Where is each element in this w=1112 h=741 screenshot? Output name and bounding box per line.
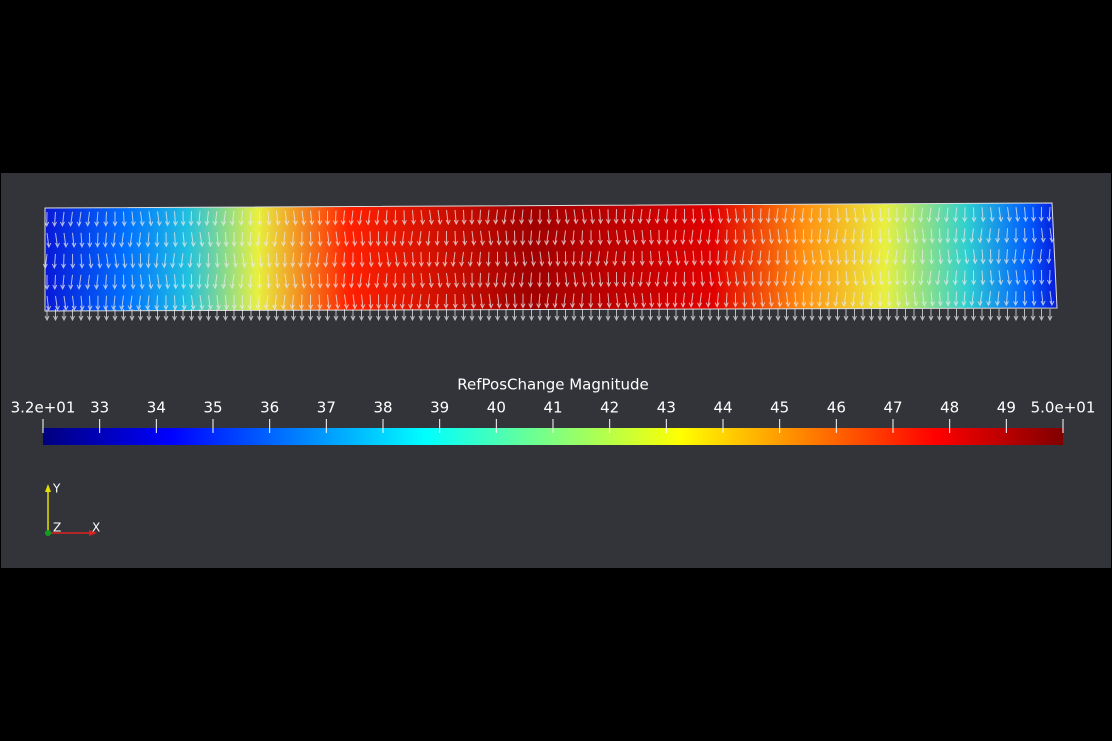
tick-label: 47 [883,399,902,417]
x-arrow [89,530,97,536]
tick-label: 49 [997,399,1016,417]
tick-label: 38 [373,399,392,417]
glyph-arrows [42,206,1055,322]
y-axis-label: Y [52,482,61,496]
tick-label: 5.0e+01 [1031,399,1096,417]
tick-label: 34 [147,399,166,417]
tick-label: 45 [770,399,789,417]
tick-label: 37 [317,399,336,417]
colorbar-title: RefPosChange Magnitude [457,376,648,394]
tick-label: 41 [543,399,562,417]
tick-label: 36 [260,399,279,417]
tick-label: 44 [713,399,732,417]
z-axis-label: Z [53,521,61,535]
y-arrow [45,484,51,492]
tick-label: 40 [487,399,506,417]
orientation-axes: Y Z X [45,482,100,536]
tick-label: 43 [657,399,676,417]
tick-label: 35 [203,399,222,417]
x-axis-label: X [92,521,100,535]
tick-label: 39 [430,399,449,417]
colorbar-ticks: 3.2e+01 33 34 35 36 37 38 39 40 41 42 43 44 45 46 47 48 4… [11,399,1096,433]
tick-label: 46 [827,399,846,417]
arrow-glyphs [42,206,1055,322]
tick-label: 3.2e+01 [11,399,76,417]
colorbar [43,428,1063,445]
tick-label: 33 [90,399,109,417]
z-axis [45,530,51,536]
tick-label: 42 [600,399,619,417]
tick-label: 48 [940,399,959,417]
